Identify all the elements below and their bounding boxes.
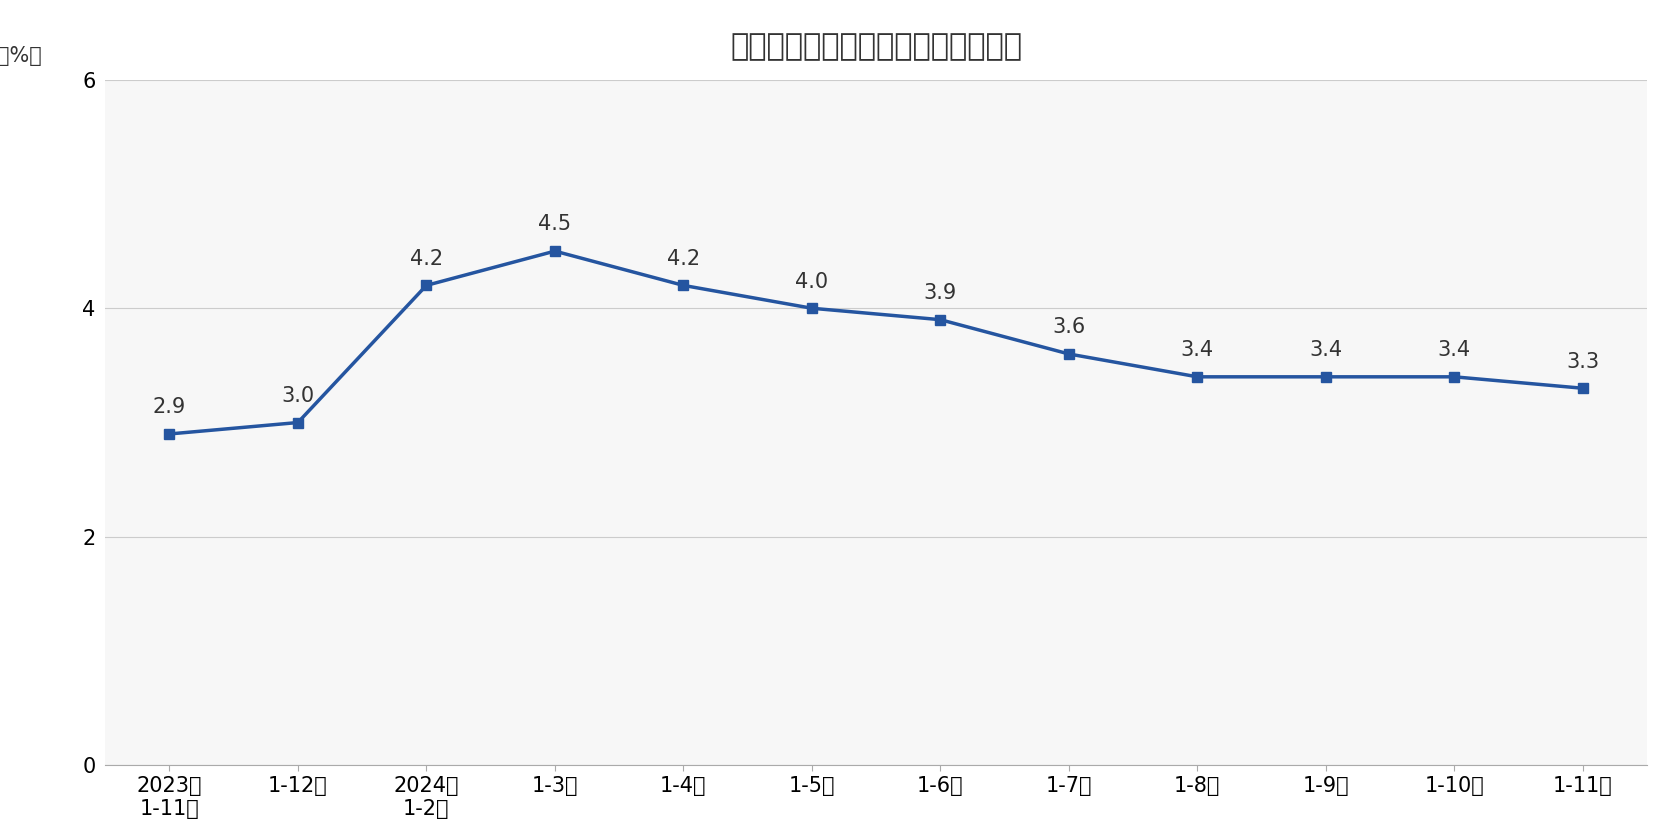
Text: 3.4: 3.4 — [1438, 340, 1471, 360]
Text: 3.9: 3.9 — [924, 283, 957, 303]
Title: 固定资产投资（不含农户）同比增速: 固定资产投资（不含农户）同比增速 — [730, 32, 1022, 61]
Text: （%）: （%） — [0, 46, 42, 66]
Text: 4.0: 4.0 — [796, 272, 828, 292]
Text: 3.4: 3.4 — [1310, 340, 1343, 360]
Text: 3.6: 3.6 — [1052, 317, 1085, 337]
Text: 3.3: 3.3 — [1566, 352, 1599, 372]
Text: 4.2: 4.2 — [666, 249, 700, 269]
Text: 3.4: 3.4 — [1180, 340, 1213, 360]
Text: 2.9: 2.9 — [153, 397, 186, 417]
Text: 4.5: 4.5 — [538, 214, 572, 234]
Text: 4.2: 4.2 — [411, 249, 444, 269]
Text: 3.0: 3.0 — [281, 386, 314, 406]
